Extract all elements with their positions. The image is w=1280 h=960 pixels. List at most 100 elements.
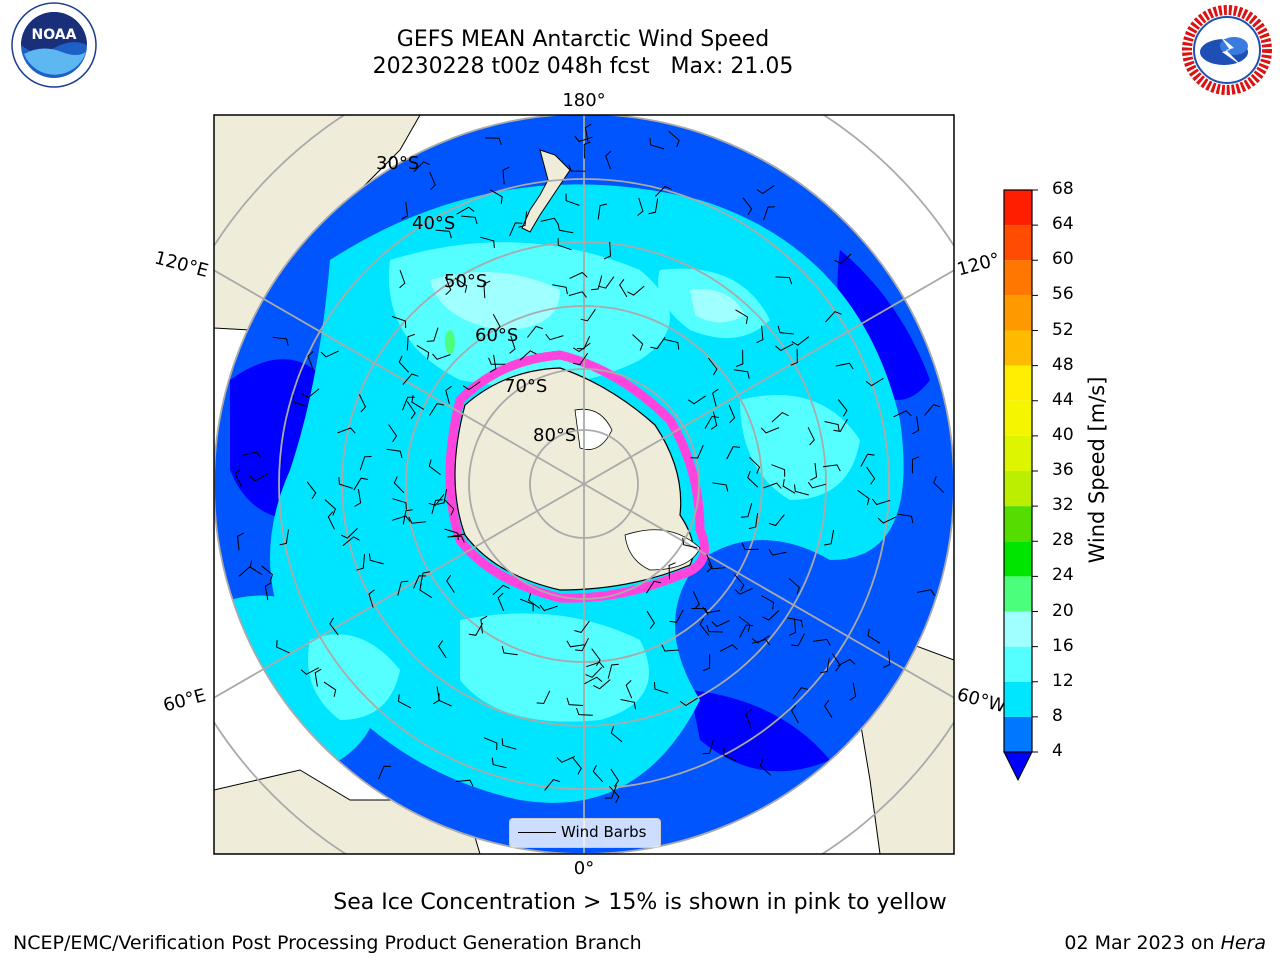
wind-barb [314,668,322,687]
wind-barb [591,275,603,291]
wind-barb [734,574,745,592]
wind-barb [353,477,369,491]
wind-barb [664,338,680,350]
nws-logo [1181,4,1273,96]
wind-barb [692,591,700,610]
wind-barb [824,529,835,546]
wind-barb [491,757,507,769]
wind-barb [264,582,272,601]
wind-barb [591,648,601,667]
wind-barb [865,377,884,387]
wind-barb [584,123,592,142]
wind-barb [782,479,796,494]
colorbar-tick-label: 40 [1052,424,1074,445]
wind-barb [329,617,339,636]
wind-barb [358,394,367,413]
colorbar-segment [1004,681,1032,717]
wind-barb [492,584,510,596]
wind-barb [787,617,804,628]
wind-barb [741,542,759,551]
wind-barb [552,284,568,295]
wind-barb [832,653,841,672]
wind-barb [566,697,584,706]
wind-barb [726,446,741,460]
wind-barb [574,135,593,143]
colorbar-tick-label: 52 [1052,319,1074,340]
wind-barb [399,269,406,289]
wind-barb [608,785,620,804]
wind-barb [835,362,854,370]
wind-barb [810,463,818,481]
wind-barb [751,635,770,644]
wind-barb [468,622,484,636]
wind-barb [792,687,809,700]
wind-barb [388,424,398,443]
wind-barb [342,536,360,547]
wind-barb [356,554,365,571]
wind-barb [392,498,407,510]
wind-barb [429,171,436,191]
wind-barb [728,404,736,424]
wind-barb [242,451,262,459]
wind-field-light [460,613,649,722]
lat-label-50s: 50°S [444,271,487,292]
wind-barb [702,654,711,672]
wind-barb [497,592,505,611]
wind-barb [738,616,751,632]
wind-barb [569,271,588,279]
wind-barb [917,589,936,596]
wind-barb [706,624,724,633]
wind-barb [719,644,738,652]
wind-barb [788,618,797,636]
wind-barb [419,583,432,599]
wind-barb [483,280,491,299]
wind-barb [586,661,605,669]
wind-barb [933,476,945,493]
wind-barb [712,388,719,407]
colorbar-tick-label: 24 [1052,565,1074,586]
wind-barb [648,198,659,215]
wind-barb [520,598,534,612]
wind-barb [592,764,604,783]
colorbar-segment [1004,330,1032,366]
wind-barb [428,493,445,506]
wind-barb [823,464,841,472]
wind-barb [897,513,914,524]
wind-barb [540,217,559,225]
wind-barb [429,403,445,416]
wind-barb [768,514,785,527]
wind-barb [340,528,358,539]
wind-barb [501,738,517,750]
wind-barb [760,427,780,434]
wind-barb [572,757,582,775]
wind-barb [509,222,523,236]
wind-barb [688,395,706,405]
wind-barb [584,676,603,685]
wind-barb [565,193,580,206]
colorbar-tick-label: 4 [1052,741,1063,761]
wind-barb [368,589,375,608]
wind-barb [576,335,591,350]
noaa-logo: NOAA [11,2,97,88]
wind-barb [745,709,752,728]
wind-barb [654,681,669,694]
wind-barb [849,682,857,701]
wind-barb [539,604,558,612]
wind-barb [323,681,337,697]
wind-barb [871,498,891,506]
lon-label-upper-left: 120°E [152,247,210,281]
wind-barb [866,466,876,485]
colorbar-segment [1004,225,1032,261]
wind-barb [682,537,698,549]
wind-barb [627,285,645,296]
wind-barb [279,529,289,546]
wind-barb [679,697,698,707]
wind-barb [762,610,780,621]
wind-barb [502,166,510,185]
footer-credit: NCEP/EMC/Verification Post Processing Pr… [13,932,642,954]
wind-barb [610,726,623,743]
wind-barb [528,593,541,609]
lat-label-80s: 80°S [533,425,576,446]
wind-barb [455,779,474,787]
wind-barb [307,351,314,370]
